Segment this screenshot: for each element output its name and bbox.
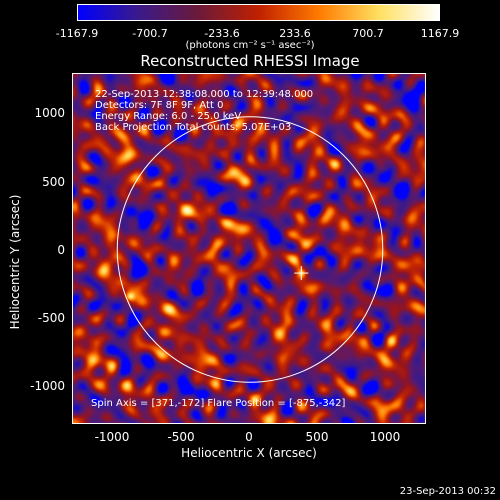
colorbar-tick: -1167.9	[55, 27, 99, 40]
plot-title: Reconstructed RHESSI Image	[140, 52, 360, 70]
colorbar-unit-label: (photons cm⁻² s⁻¹ asec⁻²)	[185, 40, 315, 51]
solar-limb-circle	[116, 116, 384, 383]
info-energy-range: Energy Range: 6.0 - 25.0 keV	[95, 111, 242, 122]
colorbar-tick: 700.7	[352, 27, 384, 40]
info-method-counts: Back Projection Total counts: 5.07E+03	[95, 122, 292, 133]
x-tick-label: 500	[305, 430, 329, 444]
y-tick-label: 1000	[34, 106, 65, 120]
info-detectors: Detectors: 7F 8F 9F, Att 0	[95, 100, 224, 111]
colorbar-tick: 1167.9	[420, 27, 460, 40]
x-tick-label: 0	[245, 430, 253, 444]
rhessi-image	[73, 74, 425, 423]
info-time-range: 22-Sep-2013 12:38:08.000 to 12:39:48.000	[95, 89, 314, 100]
spin-axis-cross	[294, 266, 309, 281]
plot-overlay	[116, 116, 384, 383]
y-tick-label: -500	[37, 311, 65, 325]
x-tick-label: -1000	[94, 430, 130, 444]
y-axis-label: Heliocentric Y (arcsec)	[8, 194, 22, 330]
info-spin-flare: Spin Axis = [371,-172] Flare Position = …	[91, 398, 346, 409]
footer-date: 23-Sep-2013 00:32	[399, 486, 496, 497]
x-tick-label: -500	[167, 430, 195, 444]
y-tick-label: -1000	[30, 379, 65, 393]
colorbar-tick: -233.6	[204, 27, 240, 40]
image-plot: 22-Sep-2013 12:38:08.000 to 12:39:48.000…	[72, 73, 426, 424]
x-axis-label: Heliocentric X (arcsec)	[181, 446, 317, 460]
colorbar	[77, 4, 440, 21]
colorbar-tick: -700.7	[132, 27, 168, 40]
y-tick-label: 500	[42, 175, 65, 189]
y-tick-label: 0	[57, 243, 65, 257]
x-tick-label: 1000	[369, 430, 401, 444]
colorbar-tick: 233.6	[279, 27, 311, 40]
